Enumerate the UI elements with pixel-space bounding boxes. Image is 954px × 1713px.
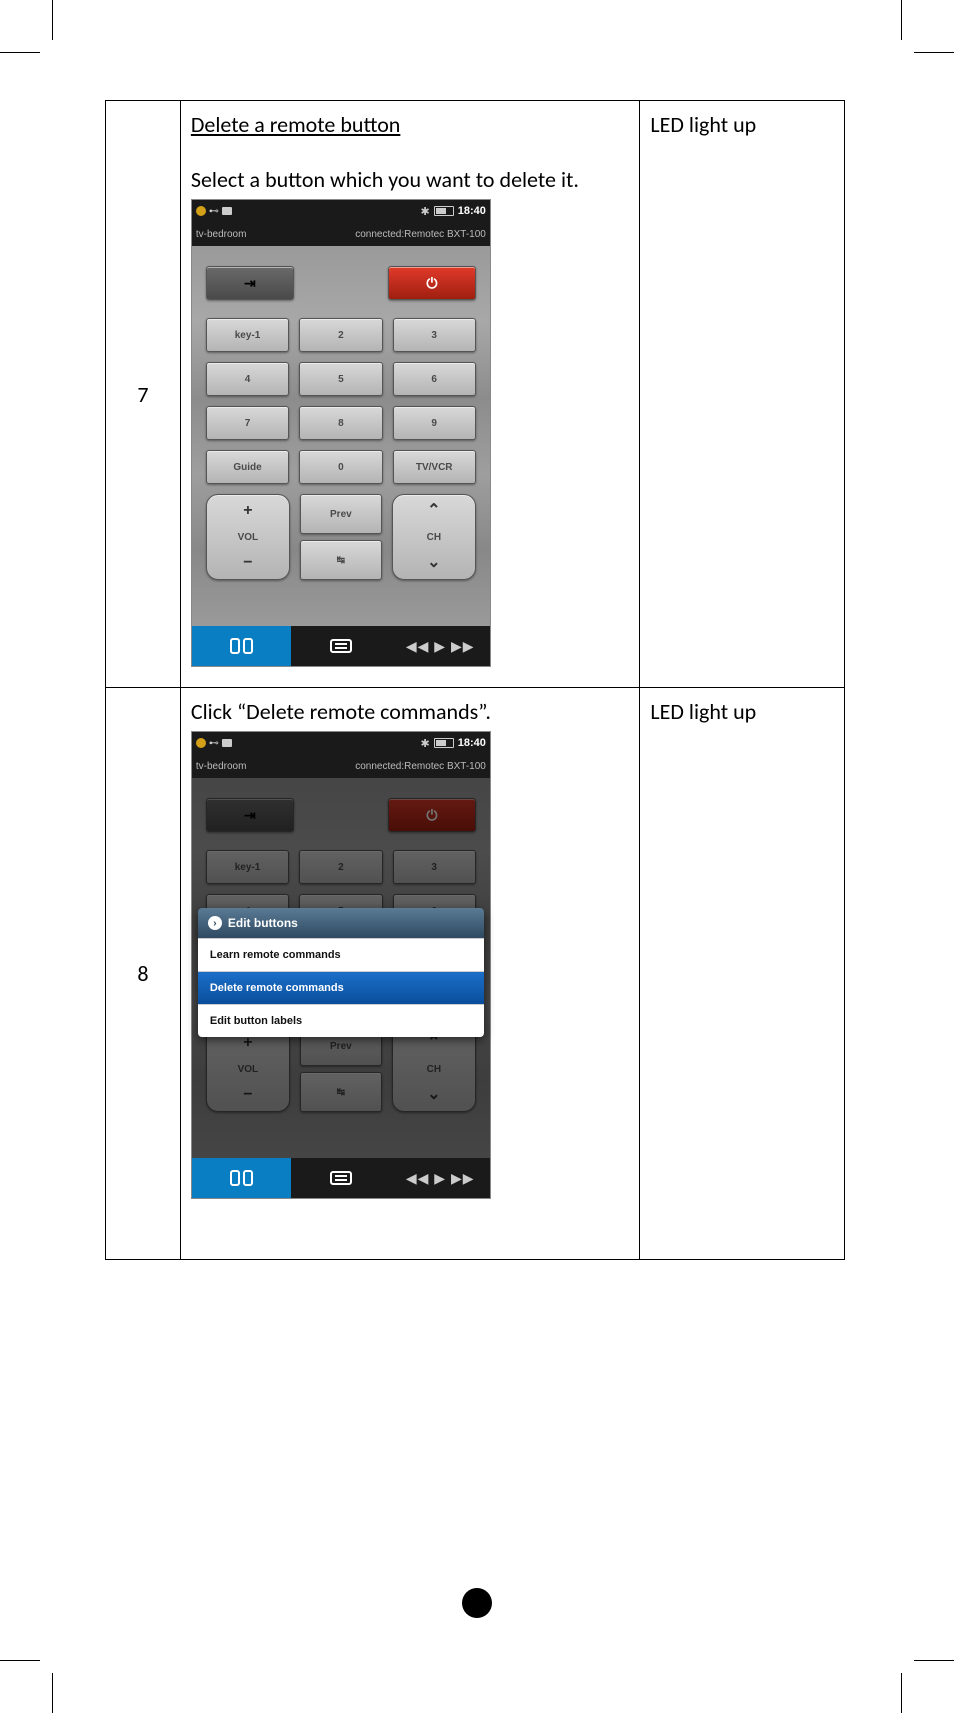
crop-mark <box>52 1673 53 1713</box>
page-number-dot <box>462 1588 492 1618</box>
volume-rocker[interactable]: + VOL − <box>206 494 290 580</box>
bottom-nav: ◀◀ ▶ ▶▶ <box>192 1158 490 1198</box>
crop-mark <box>914 1660 954 1661</box>
menu-icon <box>330 1171 352 1185</box>
edit-buttons-popup: › Edit buttons Learn remote commands Del… <box>198 908 484 1037</box>
playback-icon: ◀◀ ▶ ▶▶ <box>406 1170 475 1187</box>
phone-screenshot: ⊷ 18:40 tv-bedroom connected:Remotec BXT… <box>191 199 491 667</box>
instruction-text: Select a button which you want to delete… <box>191 166 630 193</box>
battery-icon <box>434 738 454 748</box>
bluetooth-icon <box>421 737 430 750</box>
layout-icon <box>230 638 253 654</box>
device-name: tv-bedroom <box>196 761 247 772</box>
step-number: 8 <box>106 688 181 1260</box>
tab-menu[interactable] <box>291 626 390 666</box>
num-4-button[interactable]: 4 <box>206 362 289 396</box>
channel-rocker[interactable]: ⌃ CH ⌄ <box>392 494 476 580</box>
num-2-button[interactable]: 2 <box>299 318 382 352</box>
ch-down-icon: ⌄ <box>427 555 440 571</box>
chevron-icon: › <box>208 916 222 930</box>
connection-status: connected:Remotec BXT-100 <box>355 761 486 772</box>
mute-button[interactable]: ↹ <box>300 540 382 580</box>
vol-down-icon: − <box>243 555 252 571</box>
vol-up-icon: + <box>243 503 252 519</box>
crop-mark <box>0 52 40 53</box>
app-bar: tv-bedroom connected:Remotec BXT-100 <box>192 222 490 246</box>
crop-mark <box>0 1660 40 1661</box>
usb-icon: ⊷ <box>209 206 219 217</box>
prev-button[interactable]: Prev <box>300 494 382 534</box>
usb-icon: ⊷ <box>209 738 219 749</box>
tab-layout[interactable] <box>192 1158 291 1198</box>
instruction-text: Click “Delete remote commands”. <box>191 698 630 725</box>
guide-button[interactable]: Guide <box>206 450 289 484</box>
sd-icon <box>222 207 232 215</box>
table-row: 7 Delete a remote button Select a button… <box>106 101 845 688</box>
status-bar: ⊷ 18:40 <box>192 200 490 222</box>
bottom-nav: ◀◀ ▶ ▶▶ <box>192 626 490 666</box>
tab-playback[interactable]: ◀◀ ▶ ▶▶ <box>391 626 490 666</box>
crop-mark <box>52 0 53 40</box>
connection-status: connected:Remotec BXT-100 <box>355 229 486 240</box>
crop-mark <box>914 52 954 53</box>
num-0-button[interactable]: 0 <box>299 450 382 484</box>
remote-panel: ⇥ ⏻ key-1 2 3 4 5 6 7 <box>192 246 490 626</box>
layout-icon <box>230 1170 253 1186</box>
phone-screenshot: ⊷ 18:40 tv-bedroom connected:Remotec BXT… <box>191 731 491 1199</box>
popup-item-delete[interactable]: Delete remote commands <box>198 971 484 1004</box>
menu-icon <box>330 639 352 653</box>
clock: 18:40 <box>458 737 486 749</box>
app-bar: tv-bedroom connected:Remotec BXT-100 <box>192 754 490 778</box>
section-heading: Delete a remote button <box>191 111 630 138</box>
popup-item-learn[interactable]: Learn remote commands <box>198 938 484 971</box>
step-main: Delete a remote button Select a button w… <box>180 101 640 688</box>
num-3-button[interactable]: 3 <box>393 318 476 352</box>
settings-icon <box>196 206 206 216</box>
popup-item-edit-labels[interactable]: Edit button labels <box>198 1004 484 1037</box>
playback-icon: ◀◀ ▶ ▶▶ <box>406 638 475 655</box>
settings-icon <box>196 738 206 748</box>
num-8-button[interactable]: 8 <box>299 406 382 440</box>
step-number: 7 <box>106 101 181 688</box>
instruction-table: 7 Delete a remote button Select a button… <box>105 100 845 1260</box>
tab-playback[interactable]: ◀◀ ▶ ▶▶ <box>391 1158 490 1198</box>
tab-menu[interactable] <box>291 1158 390 1198</box>
num-5-button[interactable]: 5 <box>299 362 382 396</box>
num-9-button[interactable]: 9 <box>393 406 476 440</box>
crop-mark <box>901 1673 902 1713</box>
step-main: Click “Delete remote commands”. ⊷ 18:40 <box>180 688 640 1260</box>
clock: 18:40 <box>458 205 486 217</box>
status-bar: ⊷ 18:40 <box>192 732 490 754</box>
popup-title: Edit buttons <box>228 916 298 930</box>
key1-button[interactable]: key-1 <box>206 318 289 352</box>
ch-up-icon: ⌃ <box>427 503 440 519</box>
power-button[interactable]: ⏻ <box>388 266 476 300</box>
bluetooth-icon <box>421 205 430 218</box>
tab-layout[interactable] <box>192 626 291 666</box>
popup-header: › Edit buttons <box>198 908 484 938</box>
step-result: LED light up <box>640 101 845 688</box>
device-name: tv-bedroom <box>196 229 247 240</box>
num-6-button[interactable]: 6 <box>393 362 476 396</box>
ch-label: CH <box>427 532 441 543</box>
vol-label: VOL <box>238 532 259 543</box>
step-result: LED light up <box>640 688 845 1260</box>
num-7-button[interactable]: 7 <box>206 406 289 440</box>
table-row: 8 Click “Delete remote commands”. ⊷ 18:4… <box>106 688 845 1260</box>
input-button[interactable]: ⇥ <box>206 266 294 300</box>
crop-mark <box>901 0 902 40</box>
remote-panel: ⇥ ⏻ key-1 2 3 4 5 6 7 <box>192 778 490 1158</box>
tvvcr-button[interactable]: TV/VCR <box>393 450 476 484</box>
battery-icon <box>434 206 454 216</box>
sd-icon <box>222 739 232 747</box>
